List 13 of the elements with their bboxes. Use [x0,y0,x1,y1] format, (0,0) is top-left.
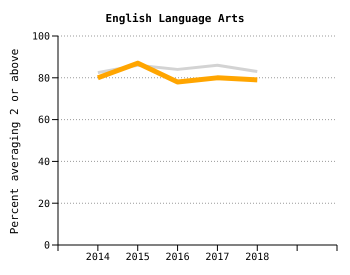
y-tick-label: 60 [38,115,50,126]
x-tick-label: 2014 [86,252,110,264]
y-tick-label: 0 [44,240,50,252]
x-tick-label: 2017 [205,252,230,264]
y-tick-label: 100 [32,32,50,43]
chart-title: English Language Arts [104,12,246,25]
x-tick-label: 2018 [245,252,270,264]
y-tick-label: 40 [38,156,50,168]
y-tick-label: 20 [38,198,50,210]
x-tick-label: 2015 [126,252,150,264]
y-axis-title: Percent averaging 2 or above [8,48,22,234]
y-tick-label: 80 [38,73,50,84]
x-tick-label: 2016 [166,252,190,264]
